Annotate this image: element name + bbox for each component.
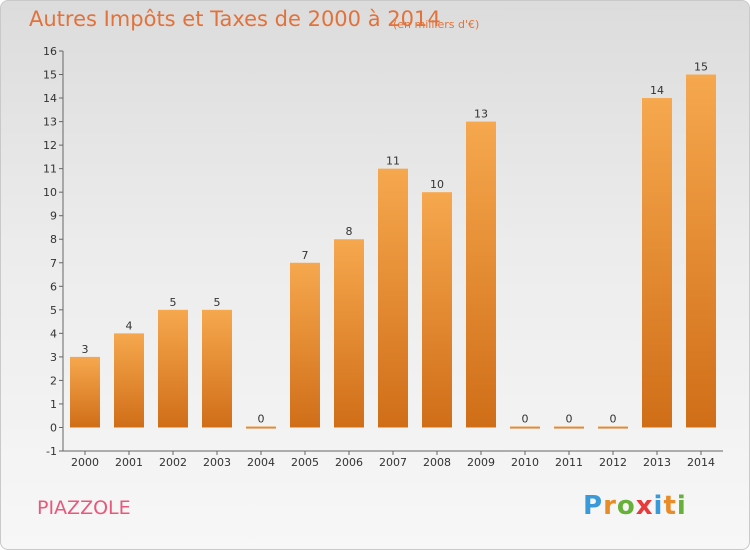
x-tick-label: 2008	[423, 456, 451, 469]
proxiti-logo[interactable]: Proxiti	[583, 491, 687, 521]
bar	[422, 192, 452, 428]
logo-letter: P	[583, 491, 604, 521]
y-tick-label: 5	[50, 304, 57, 317]
y-tick-label: 11	[43, 163, 57, 176]
x-tick-label: 2001	[115, 456, 143, 469]
bar	[598, 426, 628, 429]
x-tick-label: 2005	[291, 456, 319, 469]
x-tick-label: 2007	[379, 456, 407, 469]
x-tick-label: 2003	[203, 456, 231, 469]
x-tick-label: 2009	[467, 456, 495, 469]
y-tick-label: 9	[50, 210, 57, 223]
data-label: 8	[346, 225, 353, 238]
chart-title: Autres Impôts et Taxes de 2000 à 2014	[29, 7, 441, 31]
x-tick-label: 2014	[687, 456, 715, 469]
y-tick-label: 12	[43, 139, 57, 152]
data-label: 0	[610, 412, 617, 425]
bar	[686, 74, 716, 428]
y-tick-label: 7	[50, 257, 57, 270]
y-tick-label: 14	[43, 92, 57, 105]
bar	[466, 121, 496, 428]
bar	[290, 262, 320, 428]
y-tick-label: 6	[50, 280, 57, 293]
logo-letter: t	[663, 491, 677, 521]
y-tick-label: 15	[43, 69, 57, 82]
y-tick-label: -1	[46, 445, 57, 458]
y-tick-label: 13	[43, 116, 57, 129]
logo-letter: i	[676, 491, 687, 521]
commune-name: PIAZZOLE	[37, 497, 131, 519]
data-label: 0	[522, 412, 529, 425]
bar	[334, 239, 364, 428]
logo-letter: i	[653, 491, 664, 521]
data-label: 14	[650, 84, 664, 97]
x-tick-label: 2012	[599, 456, 627, 469]
y-tick-label: 4	[50, 327, 57, 340]
x-tick-label: 2013	[643, 456, 671, 469]
bar	[554, 426, 584, 429]
data-label: 7	[302, 249, 309, 262]
logo-letter: r	[603, 491, 617, 521]
y-tick-label: 3	[50, 351, 57, 364]
y-tick-label: 0	[50, 421, 57, 434]
bar	[510, 426, 540, 429]
chart-unit: (en milliers d'€)	[393, 18, 480, 31]
bar	[70, 356, 100, 428]
data-label: 5	[170, 296, 177, 309]
data-label: 15	[694, 61, 708, 74]
bar	[642, 98, 672, 428]
y-tick-label: 16	[43, 45, 57, 58]
y-tick-label: 1	[50, 398, 57, 411]
y-tick-label: 10	[43, 186, 57, 199]
x-tick-label: 2004	[247, 456, 275, 469]
data-label: 11	[386, 155, 400, 168]
y-tick-label: 8	[50, 233, 57, 246]
bar	[202, 309, 232, 428]
bar	[246, 426, 276, 429]
bar	[158, 309, 188, 428]
y-tick-label: 2	[50, 374, 57, 387]
data-label: 0	[258, 412, 265, 425]
data-label: 3	[82, 343, 89, 356]
data-label: 13	[474, 108, 488, 121]
logo-letter: o	[616, 491, 636, 521]
x-tick-label: 2002	[159, 456, 187, 469]
data-label: 10	[430, 178, 444, 191]
bar	[378, 168, 408, 428]
x-tick-label: 2006	[335, 456, 363, 469]
logo-letter: x	[635, 491, 654, 521]
x-tick-label: 2010	[511, 456, 539, 469]
data-label: 4	[126, 319, 133, 332]
data-label: 0	[566, 412, 573, 425]
x-tick-label: 2011	[555, 456, 583, 469]
bar	[114, 333, 144, 428]
data-label: 5	[214, 296, 221, 309]
x-tick-label: 2000	[71, 456, 99, 469]
